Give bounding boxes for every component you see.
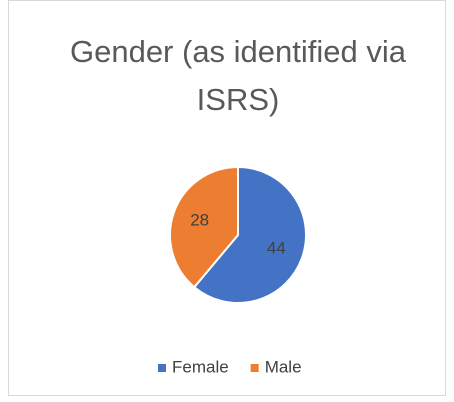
legend-label: Male <box>265 357 302 376</box>
chart-title: Gender (as identified via ISRS) <box>69 34 407 117</box>
data-label: 44 <box>267 238 286 257</box>
legend-label: Female <box>172 357 229 376</box>
pie-slice <box>192 165 307 304</box>
pie-slice <box>169 165 239 289</box>
legend-marker <box>250 364 259 372</box>
legend-marker <box>158 364 166 372</box>
chart-frame <box>8 0 446 396</box>
data-label: 28 <box>190 211 209 230</box>
